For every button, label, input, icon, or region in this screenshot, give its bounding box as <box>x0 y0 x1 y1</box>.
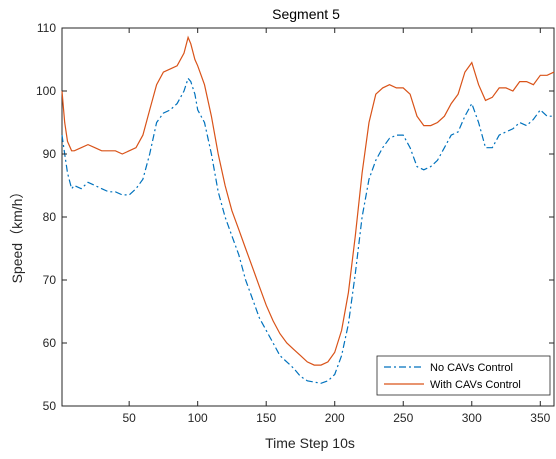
y-tick-label: 60 <box>43 336 57 350</box>
y-axis-label: Speed（km/h） <box>9 185 25 284</box>
y-tick-label: 90 <box>43 147 57 161</box>
x-tick-label: 100 <box>188 411 208 425</box>
x-tick-label: 200 <box>325 411 345 425</box>
x-tick-label: 350 <box>530 411 550 425</box>
series-line-1 <box>61 35 555 366</box>
y-tick-label: 100 <box>36 84 56 98</box>
legend-label-no-cavs: No CAVs Control <box>430 362 513 374</box>
y-tick-label: 50 <box>43 399 57 413</box>
y-tick-label: 80 <box>43 210 57 224</box>
x-tick-label: 250 <box>393 411 413 425</box>
x-tick-label: 300 <box>462 411 482 425</box>
legend-label-with-cavs: With CAVs Control <box>430 379 521 391</box>
plot-area: 50 100 150 200 250 300 350 50 60 70 80 90 100 110 <box>36 21 555 425</box>
y-tick-label: 70 <box>43 273 57 287</box>
ticks-layer: 50 100 150 200 250 300 350 50 60 70 80 90 100 110 <box>36 21 554 425</box>
series-layer <box>61 35 555 384</box>
y-tick-label: 110 <box>37 21 56 35</box>
x-axis-label: Time Step 10s <box>265 435 355 451</box>
series-line-0 <box>61 77 554 384</box>
plot-frame <box>61 27 555 407</box>
legend: No CAVs Control With CAVs Control <box>376 355 551 396</box>
chart-title: Segment 5 <box>272 6 340 22</box>
legend-box <box>376 355 551 396</box>
x-tick-label: 150 <box>256 411 276 425</box>
x-tick-label: 50 <box>122 411 136 425</box>
